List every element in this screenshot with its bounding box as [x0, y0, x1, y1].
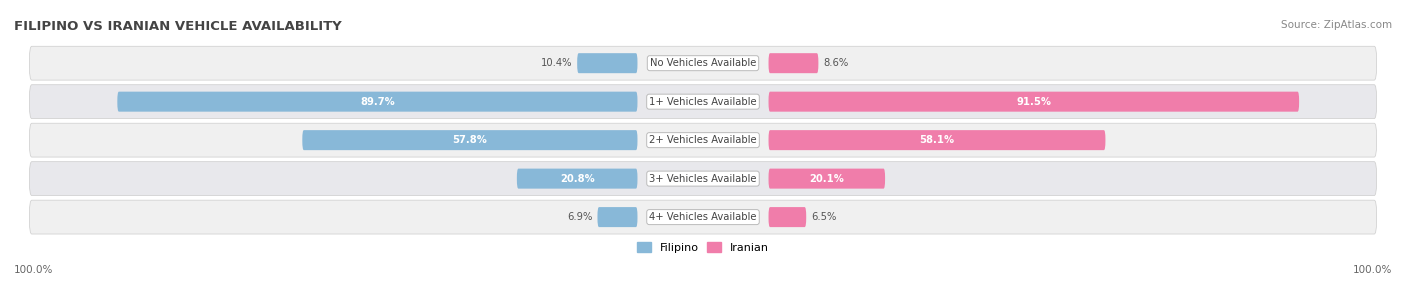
- FancyBboxPatch shape: [30, 123, 1376, 157]
- Text: FILIPINO VS IRANIAN VEHICLE AVAILABILITY: FILIPINO VS IRANIAN VEHICLE AVAILABILITY: [14, 20, 342, 33]
- FancyBboxPatch shape: [598, 207, 637, 227]
- Text: 91.5%: 91.5%: [1017, 97, 1052, 107]
- Text: 100.0%: 100.0%: [14, 265, 53, 275]
- FancyBboxPatch shape: [578, 53, 637, 73]
- Text: 6.5%: 6.5%: [811, 212, 837, 222]
- Text: 4+ Vehicles Available: 4+ Vehicles Available: [650, 212, 756, 222]
- Text: 58.1%: 58.1%: [920, 135, 955, 145]
- Text: 3+ Vehicles Available: 3+ Vehicles Available: [650, 174, 756, 184]
- FancyBboxPatch shape: [30, 85, 1376, 119]
- FancyBboxPatch shape: [30, 200, 1376, 234]
- Text: 89.7%: 89.7%: [360, 97, 395, 107]
- Text: Source: ZipAtlas.com: Source: ZipAtlas.com: [1281, 20, 1392, 30]
- Legend: Filipino, Iranian: Filipino, Iranian: [633, 238, 773, 257]
- Text: 6.9%: 6.9%: [567, 212, 592, 222]
- FancyBboxPatch shape: [30, 46, 1376, 80]
- FancyBboxPatch shape: [117, 92, 637, 112]
- FancyBboxPatch shape: [517, 169, 637, 189]
- Text: 2+ Vehicles Available: 2+ Vehicles Available: [650, 135, 756, 145]
- FancyBboxPatch shape: [30, 162, 1376, 196]
- Text: 20.8%: 20.8%: [560, 174, 595, 184]
- Text: 100.0%: 100.0%: [1353, 265, 1392, 275]
- FancyBboxPatch shape: [769, 207, 806, 227]
- FancyBboxPatch shape: [769, 53, 818, 73]
- Text: 20.1%: 20.1%: [810, 174, 844, 184]
- Text: 8.6%: 8.6%: [824, 58, 849, 68]
- FancyBboxPatch shape: [769, 92, 1299, 112]
- Text: 10.4%: 10.4%: [540, 58, 572, 68]
- FancyBboxPatch shape: [302, 130, 637, 150]
- FancyBboxPatch shape: [769, 130, 1105, 150]
- Text: 1+ Vehicles Available: 1+ Vehicles Available: [650, 97, 756, 107]
- Text: 57.8%: 57.8%: [453, 135, 488, 145]
- FancyBboxPatch shape: [769, 169, 884, 189]
- Text: No Vehicles Available: No Vehicles Available: [650, 58, 756, 68]
